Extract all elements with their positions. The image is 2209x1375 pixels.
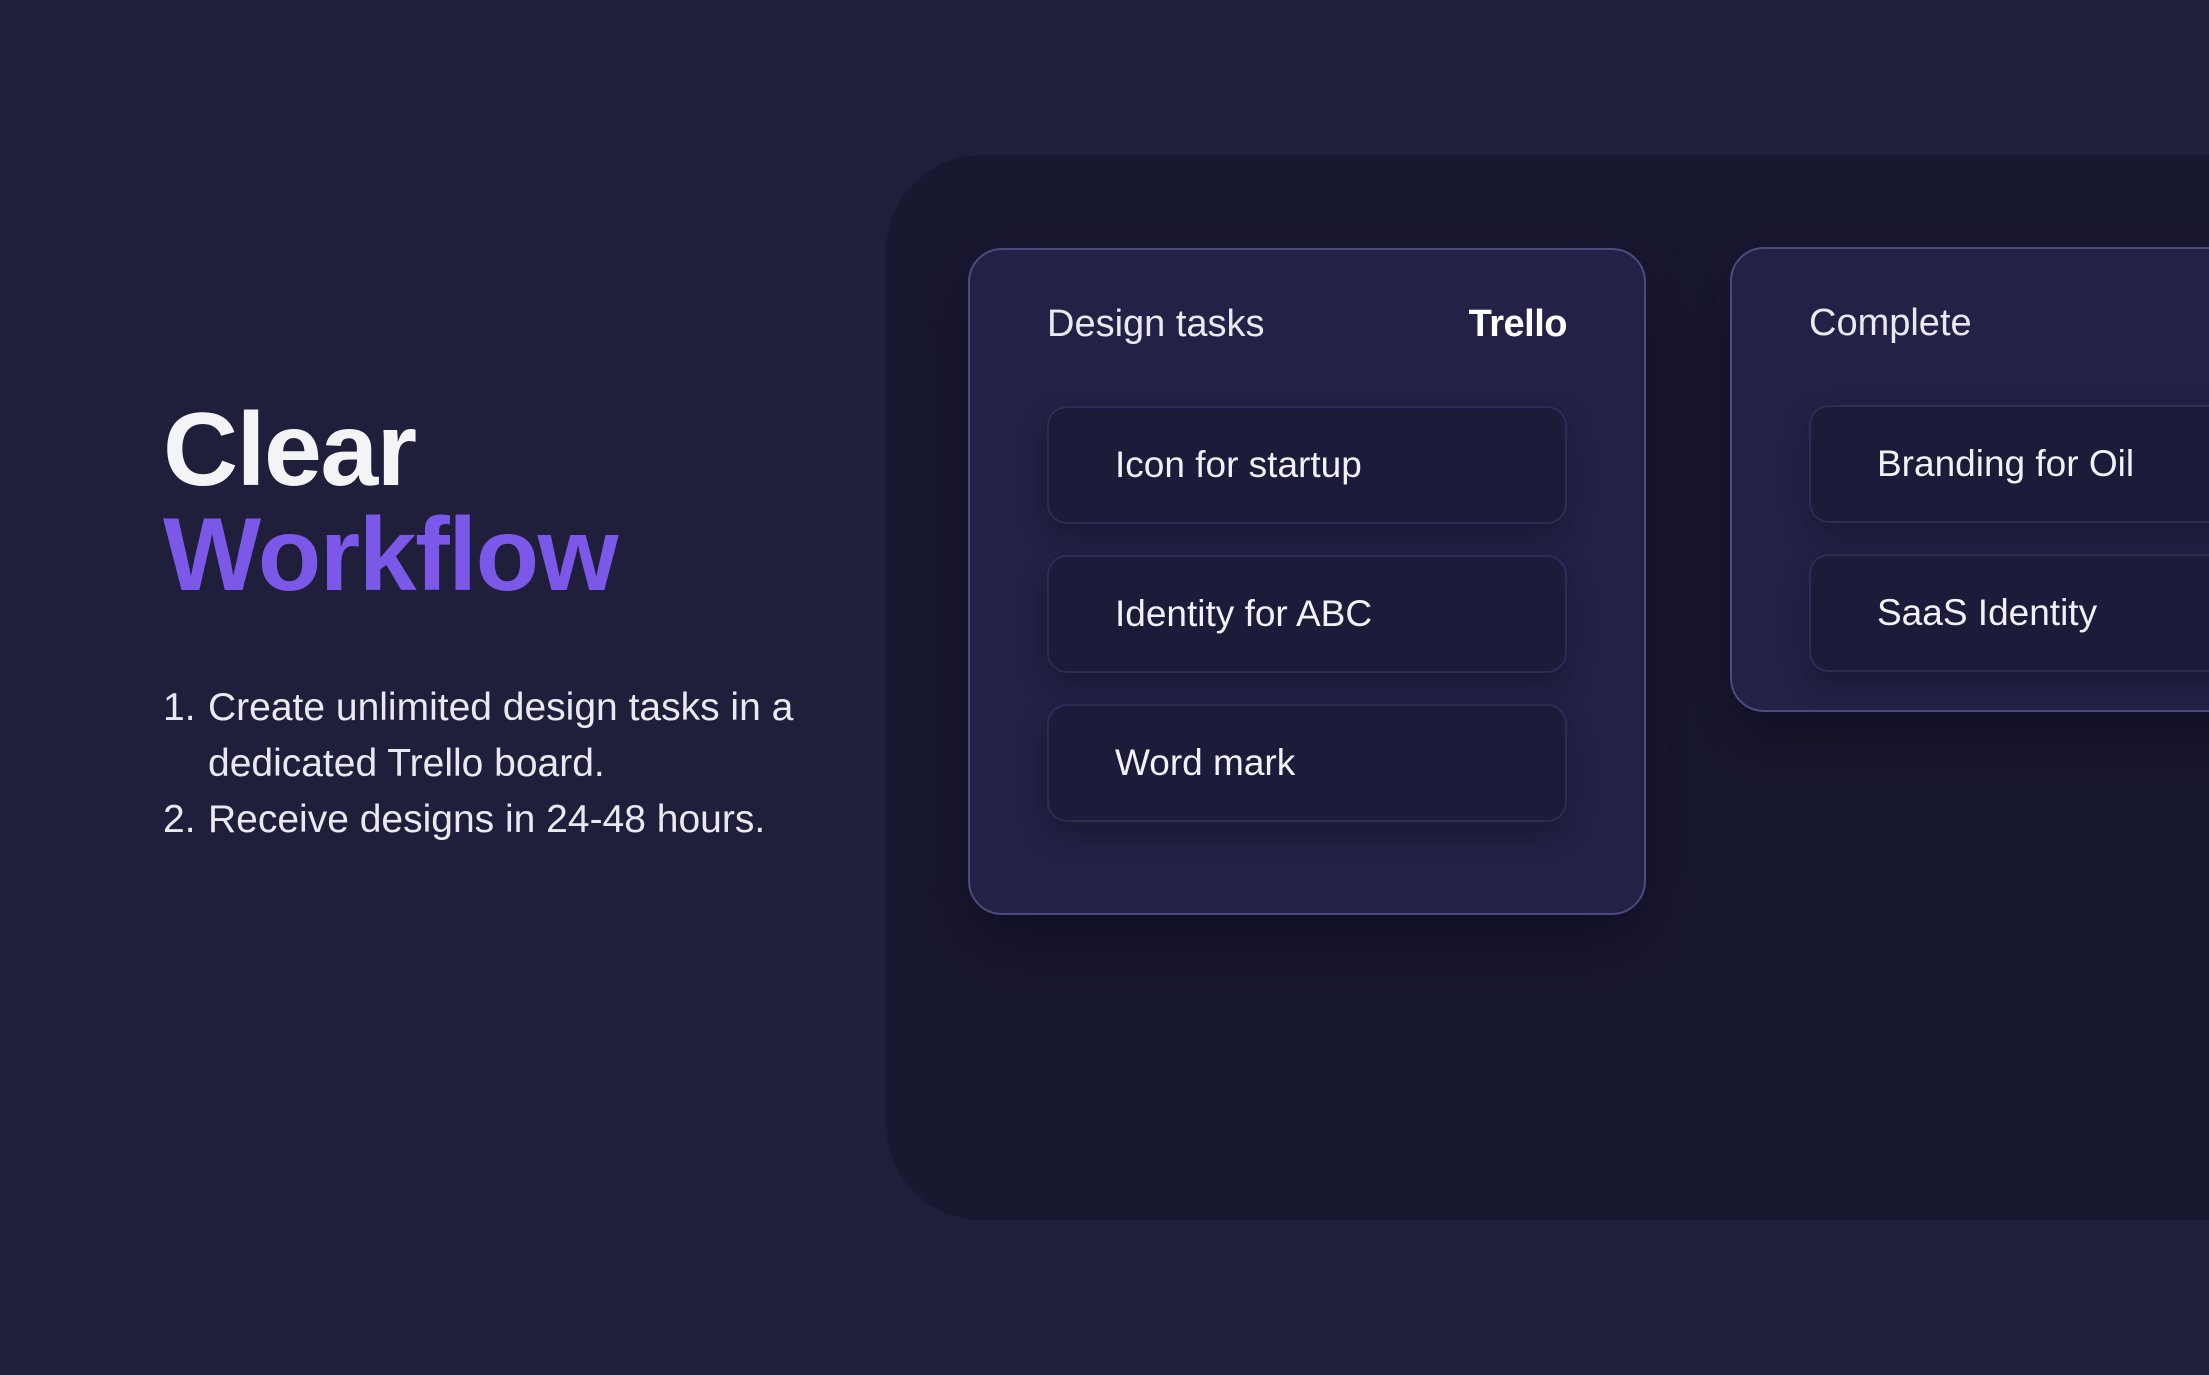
column-header: Design tasks Trello	[1047, 302, 1568, 346]
workflow-step-2: 2. Receive designs in 24-48 hours.	[163, 792, 863, 848]
card-title: Icon for startup	[1115, 444, 1362, 485]
task-card: Word mark	[1047, 704, 1567, 822]
trello-board-panel: Design tasks Trello Icon for startup Ide…	[886, 155, 2209, 1220]
step-number: 2.	[163, 798, 196, 841]
page-title: Clear Workflow	[163, 398, 863, 608]
board-column-design-tasks: Design tasks Trello Icon for startup Ide…	[968, 248, 1646, 915]
card-title: SaaS Identity	[1877, 592, 2098, 633]
card-list: Icon for startup Identity for ABC Word m…	[1047, 406, 1567, 822]
column-title: Complete	[1809, 302, 1972, 344]
task-card: Identity for ABC	[1047, 555, 1567, 673]
workflow-steps-list: 1. Create unlimited design tasks in a de…	[163, 680, 863, 848]
hero-section: Clear Workflow 1. Create unlimited desig…	[163, 398, 863, 848]
title-line-workflow: Workflow	[163, 497, 619, 613]
card-title: Branding for Oil	[1877, 443, 2135, 484]
step-number: 1.	[163, 686, 196, 729]
card-list: Branding for Oil SaaS Identity	[1809, 405, 2209, 672]
card-title: Word mark	[1115, 742, 1296, 783]
workflow-step-1: 1. Create unlimited design tasks in a de…	[163, 680, 863, 792]
task-card: Icon for startup	[1047, 406, 1567, 524]
column-header: Complete	[1809, 301, 2209, 345]
column-title: Design tasks	[1047, 303, 1265, 345]
task-card: Branding for Oil	[1809, 405, 2209, 523]
card-title: Identity for ABC	[1115, 593, 1373, 634]
board-column-complete: Complete Branding for Oil SaaS Identity	[1730, 247, 2209, 712]
task-card: SaaS Identity	[1809, 554, 2209, 672]
step-text: Receive designs in 24-48 hours.	[208, 798, 766, 841]
step-text: Create unlimited design tasks in a dedic…	[208, 686, 794, 785]
title-line-clear: Clear	[163, 392, 417, 508]
trello-wordmark: Trello	[1468, 303, 1568, 345]
